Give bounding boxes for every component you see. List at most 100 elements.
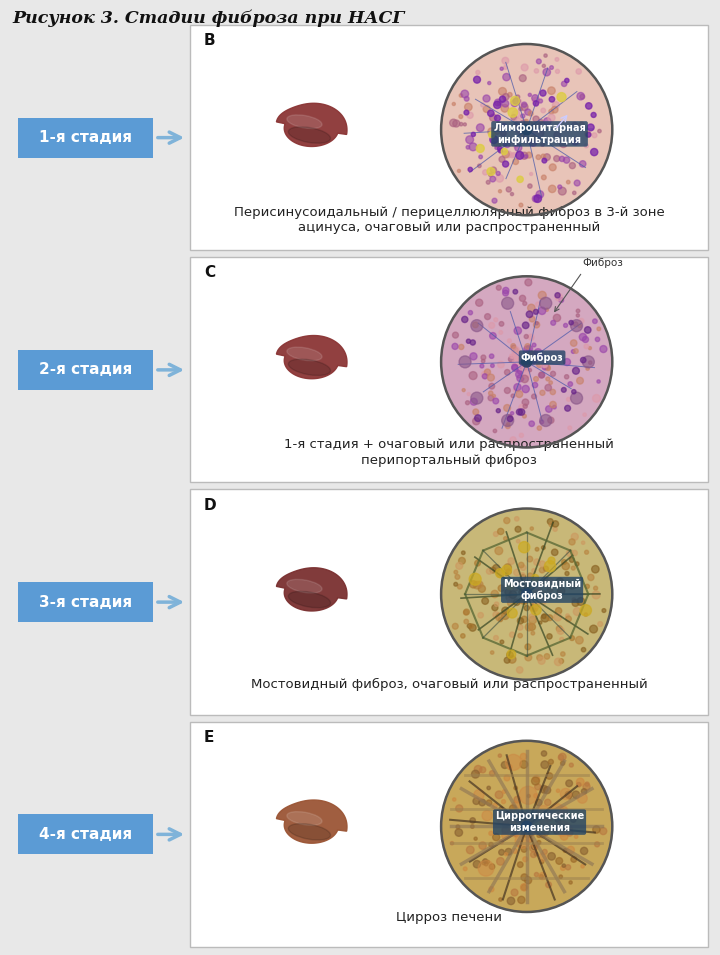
Circle shape — [462, 389, 465, 392]
Circle shape — [543, 577, 548, 582]
Circle shape — [580, 95, 585, 99]
Circle shape — [515, 817, 521, 823]
Circle shape — [488, 128, 495, 136]
Circle shape — [510, 632, 515, 637]
Circle shape — [571, 566, 575, 570]
Circle shape — [561, 865, 565, 870]
Circle shape — [466, 401, 469, 405]
Circle shape — [507, 650, 516, 659]
Circle shape — [514, 786, 518, 790]
Circle shape — [467, 846, 474, 854]
Circle shape — [525, 359, 528, 363]
Circle shape — [461, 634, 465, 638]
Circle shape — [521, 821, 532, 832]
Circle shape — [510, 354, 514, 358]
Circle shape — [498, 585, 505, 591]
Circle shape — [518, 618, 523, 624]
Circle shape — [537, 833, 541, 838]
Circle shape — [441, 276, 612, 448]
Circle shape — [552, 106, 558, 113]
Circle shape — [559, 659, 564, 664]
Circle shape — [464, 610, 468, 615]
Circle shape — [477, 582, 483, 587]
Circle shape — [556, 578, 564, 585]
Circle shape — [537, 426, 541, 431]
Circle shape — [476, 144, 485, 153]
Circle shape — [507, 584, 515, 590]
Circle shape — [516, 152, 523, 159]
Circle shape — [532, 568, 536, 573]
Circle shape — [490, 176, 495, 181]
Circle shape — [559, 187, 566, 195]
Circle shape — [523, 597, 528, 602]
Circle shape — [521, 573, 525, 577]
Circle shape — [547, 519, 553, 524]
Circle shape — [582, 541, 585, 544]
Circle shape — [521, 813, 528, 819]
Circle shape — [486, 800, 492, 805]
Circle shape — [571, 857, 577, 862]
Circle shape — [468, 310, 472, 315]
Circle shape — [567, 549, 574, 557]
Circle shape — [522, 358, 527, 363]
Circle shape — [517, 356, 523, 362]
Circle shape — [518, 599, 523, 604]
Circle shape — [531, 777, 539, 785]
Circle shape — [590, 626, 598, 633]
Circle shape — [511, 138, 516, 143]
Circle shape — [525, 359, 529, 364]
Ellipse shape — [288, 823, 330, 840]
Circle shape — [482, 860, 486, 865]
Circle shape — [568, 426, 572, 430]
Circle shape — [481, 355, 486, 360]
Circle shape — [544, 653, 549, 659]
Circle shape — [478, 585, 485, 592]
Circle shape — [523, 360, 529, 367]
Circle shape — [532, 382, 538, 388]
Circle shape — [531, 127, 537, 134]
Circle shape — [459, 94, 463, 97]
Circle shape — [453, 797, 456, 801]
Circle shape — [528, 573, 533, 579]
Circle shape — [529, 336, 534, 340]
Circle shape — [545, 365, 550, 370]
Circle shape — [490, 364, 494, 368]
Circle shape — [538, 353, 544, 359]
Circle shape — [580, 847, 588, 855]
Circle shape — [491, 590, 498, 598]
Circle shape — [577, 782, 581, 787]
Circle shape — [511, 346, 516, 350]
Circle shape — [524, 155, 528, 159]
Circle shape — [464, 96, 469, 101]
Circle shape — [598, 622, 603, 626]
Circle shape — [464, 609, 469, 615]
Circle shape — [470, 398, 477, 405]
Circle shape — [529, 316, 535, 322]
Circle shape — [528, 624, 536, 630]
Circle shape — [521, 597, 528, 605]
Circle shape — [532, 343, 536, 347]
Circle shape — [575, 636, 583, 644]
Circle shape — [503, 66, 508, 70]
Circle shape — [547, 586, 553, 592]
Circle shape — [534, 101, 539, 106]
Circle shape — [556, 858, 562, 864]
Circle shape — [521, 152, 528, 159]
Text: С: С — [204, 265, 215, 280]
Circle shape — [554, 613, 562, 621]
Circle shape — [518, 129, 526, 136]
Circle shape — [516, 581, 520, 585]
Circle shape — [479, 842, 486, 849]
Circle shape — [522, 386, 529, 393]
Circle shape — [531, 574, 539, 582]
Circle shape — [496, 810, 502, 816]
Circle shape — [553, 314, 561, 322]
Circle shape — [519, 434, 523, 437]
Circle shape — [489, 842, 493, 847]
Circle shape — [489, 383, 495, 389]
Circle shape — [470, 340, 475, 345]
Circle shape — [538, 657, 545, 665]
Circle shape — [495, 116, 500, 121]
Circle shape — [557, 823, 562, 827]
Circle shape — [508, 765, 512, 769]
